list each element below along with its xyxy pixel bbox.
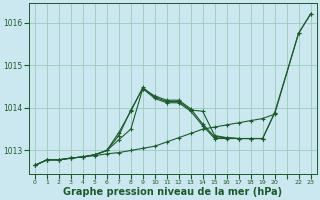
X-axis label: Graphe pression niveau de la mer (hPa): Graphe pression niveau de la mer (hPa): [63, 187, 282, 197]
